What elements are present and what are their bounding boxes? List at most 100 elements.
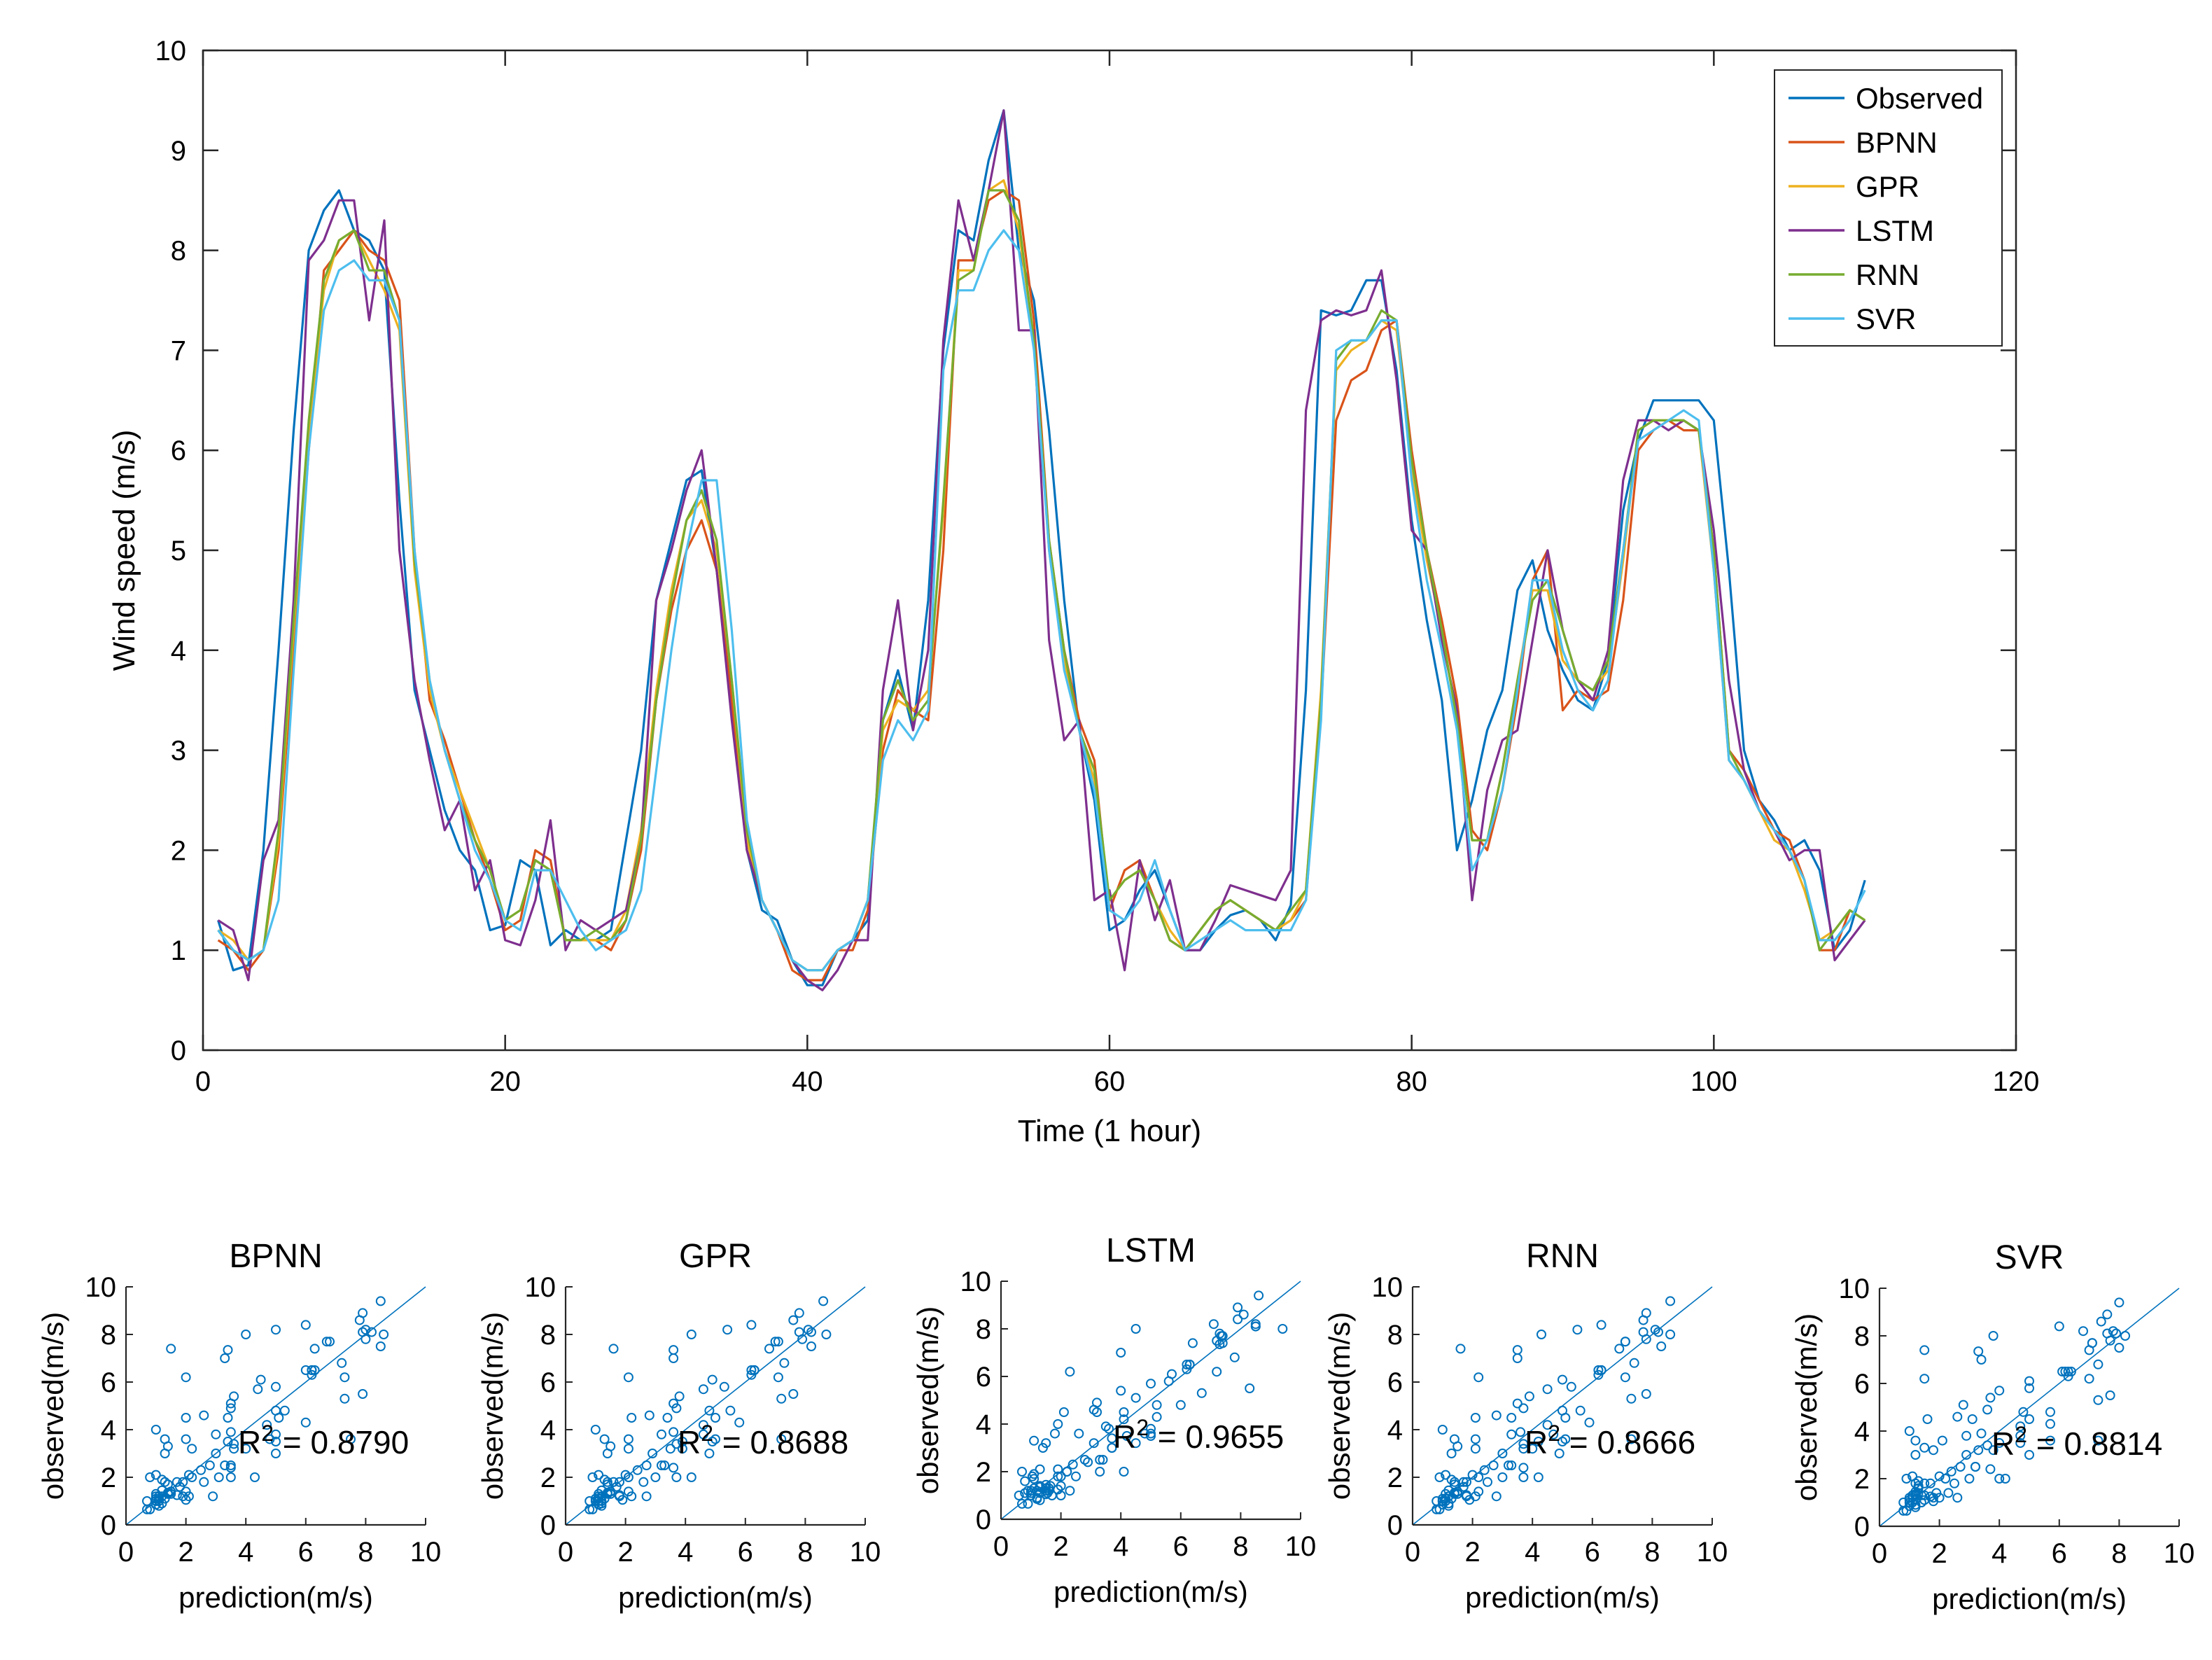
scatter-point xyxy=(1152,1411,1162,1422)
scatter-point xyxy=(1229,1352,1240,1362)
scatter-point xyxy=(671,1439,682,1449)
scatter-point xyxy=(2000,1474,2010,1484)
scatter-point xyxy=(1449,1434,1460,1444)
scatter-point xyxy=(1506,1413,1517,1423)
scatter-point xyxy=(2045,1418,2055,1429)
scatter-point xyxy=(1130,1324,1141,1334)
scatter-point xyxy=(776,1393,787,1404)
scatter-point xyxy=(1130,1438,1141,1449)
scatter-point xyxy=(1208,1319,1219,1330)
scatter-point xyxy=(623,1434,634,1444)
scatter-point xyxy=(150,1496,161,1506)
y-tick-label: 8 xyxy=(976,1314,991,1345)
scatter-point xyxy=(181,1486,191,1497)
x-tick-label: 10 xyxy=(410,1537,442,1568)
scatter-point xyxy=(599,1434,610,1444)
scatter-point xyxy=(746,1365,757,1375)
scatter-point xyxy=(1119,1414,1129,1425)
scatter-point xyxy=(2018,1407,2029,1417)
scatter-point xyxy=(2024,1376,2034,1386)
scatter-point xyxy=(1121,1431,1132,1441)
scatter-point xyxy=(2024,1414,2034,1424)
x-tick-label: 4 xyxy=(238,1537,253,1568)
scatter-point xyxy=(271,1325,281,1335)
scatter-point xyxy=(204,1460,215,1470)
x-tick-label: 120 xyxy=(1993,1066,2040,1097)
scatter-point xyxy=(1074,1428,1084,1439)
scatter-point xyxy=(175,1481,185,1492)
x-tick-label: 6 xyxy=(2052,1538,2067,1569)
x-tick-label: 8 xyxy=(2111,1538,2127,1569)
scatter-point xyxy=(199,1477,209,1487)
scatter-point xyxy=(300,1417,311,1428)
scatter-point xyxy=(1056,1481,1066,1491)
scatter-point xyxy=(1437,1425,1448,1435)
scatter-point xyxy=(668,1353,679,1363)
scatter-plots: 0 2 4 6 8 10 0 2 4 6 8 10 BPNN prediction(m/s) observe… xyxy=(36,1232,2194,1615)
x-tick-label: 40 xyxy=(792,1066,823,1097)
legend-label-observed: Observed xyxy=(1856,82,1983,115)
scatter-point xyxy=(1217,1338,1228,1348)
scatter-point xyxy=(2114,1297,2124,1308)
scatter-point xyxy=(746,1320,757,1330)
scatter-point xyxy=(671,1403,682,1414)
scatter-point xyxy=(1919,1345,1930,1355)
scatter-point xyxy=(590,1496,601,1506)
scatter-point xyxy=(719,1381,729,1392)
scatter-point xyxy=(722,1325,733,1335)
scatter-point xyxy=(1196,1388,1207,1398)
scatter-point xyxy=(340,1372,350,1383)
scatter-point xyxy=(1940,1474,1951,1484)
scatter-point xyxy=(166,1344,176,1354)
scatter-point xyxy=(1140,1428,1150,1439)
y-axis-label: Wind speed (m/s) xyxy=(107,430,141,671)
scatter-point xyxy=(1952,1493,1963,1503)
scatter-point xyxy=(632,1465,643,1475)
y-tick-label: 0 xyxy=(976,1505,991,1535)
y-tick-label: 0 xyxy=(540,1510,556,1541)
scatter-point xyxy=(2063,1367,2073,1376)
scatter-point xyxy=(1994,1386,2005,1396)
scatter-point xyxy=(181,1413,191,1423)
scatter-point xyxy=(1524,1391,1534,1402)
scatter-point xyxy=(1934,1471,1945,1481)
scatter-point xyxy=(1079,1455,1090,1465)
scatter-point xyxy=(225,1403,236,1414)
scatter-point xyxy=(1107,1443,1117,1453)
scatter-point xyxy=(1014,1491,1024,1500)
scatter-point xyxy=(648,1449,658,1458)
x-tick-label: 10 xyxy=(2164,1538,2195,1569)
scatter-point xyxy=(271,1429,281,1439)
scatter-point xyxy=(1506,1429,1517,1439)
scatter-point xyxy=(1653,1327,1663,1337)
scatter-point xyxy=(2078,1326,2088,1337)
scatter-point xyxy=(1943,1488,1954,1498)
scatter-point xyxy=(1437,1496,1448,1506)
scatter-point xyxy=(2093,1359,2104,1369)
scatter-point xyxy=(657,1429,666,1439)
scatter-point xyxy=(1023,1486,1033,1496)
scatter-point xyxy=(686,1472,696,1482)
scatter-point xyxy=(1976,1428,1987,1439)
scatter-point xyxy=(626,1413,637,1423)
scatter-point xyxy=(1512,1353,1522,1363)
scatter-point xyxy=(1596,1365,1606,1375)
scatter-point xyxy=(150,1470,161,1480)
scatter-point xyxy=(1233,1314,1243,1325)
scatter-point xyxy=(241,1444,251,1454)
y-tick-label: 0 xyxy=(171,1035,186,1066)
scatter-point xyxy=(1907,1493,1918,1503)
scatter-point xyxy=(1952,1411,1963,1422)
scatter-point xyxy=(788,1389,799,1399)
scatter-point xyxy=(1056,1471,1066,1481)
scatter-point xyxy=(1973,1346,1984,1357)
series-line-svr xyxy=(217,229,1866,972)
scatter-point xyxy=(698,1429,708,1439)
scatter-point xyxy=(674,1391,685,1402)
scatter-point xyxy=(1638,1327,1648,1337)
scatter-point xyxy=(1146,1379,1156,1389)
scatter-point xyxy=(1558,1374,1567,1385)
scatter-point xyxy=(596,1496,607,1506)
y-tick-label: 2 xyxy=(540,1463,556,1493)
scatter-point xyxy=(2015,1421,2026,1432)
